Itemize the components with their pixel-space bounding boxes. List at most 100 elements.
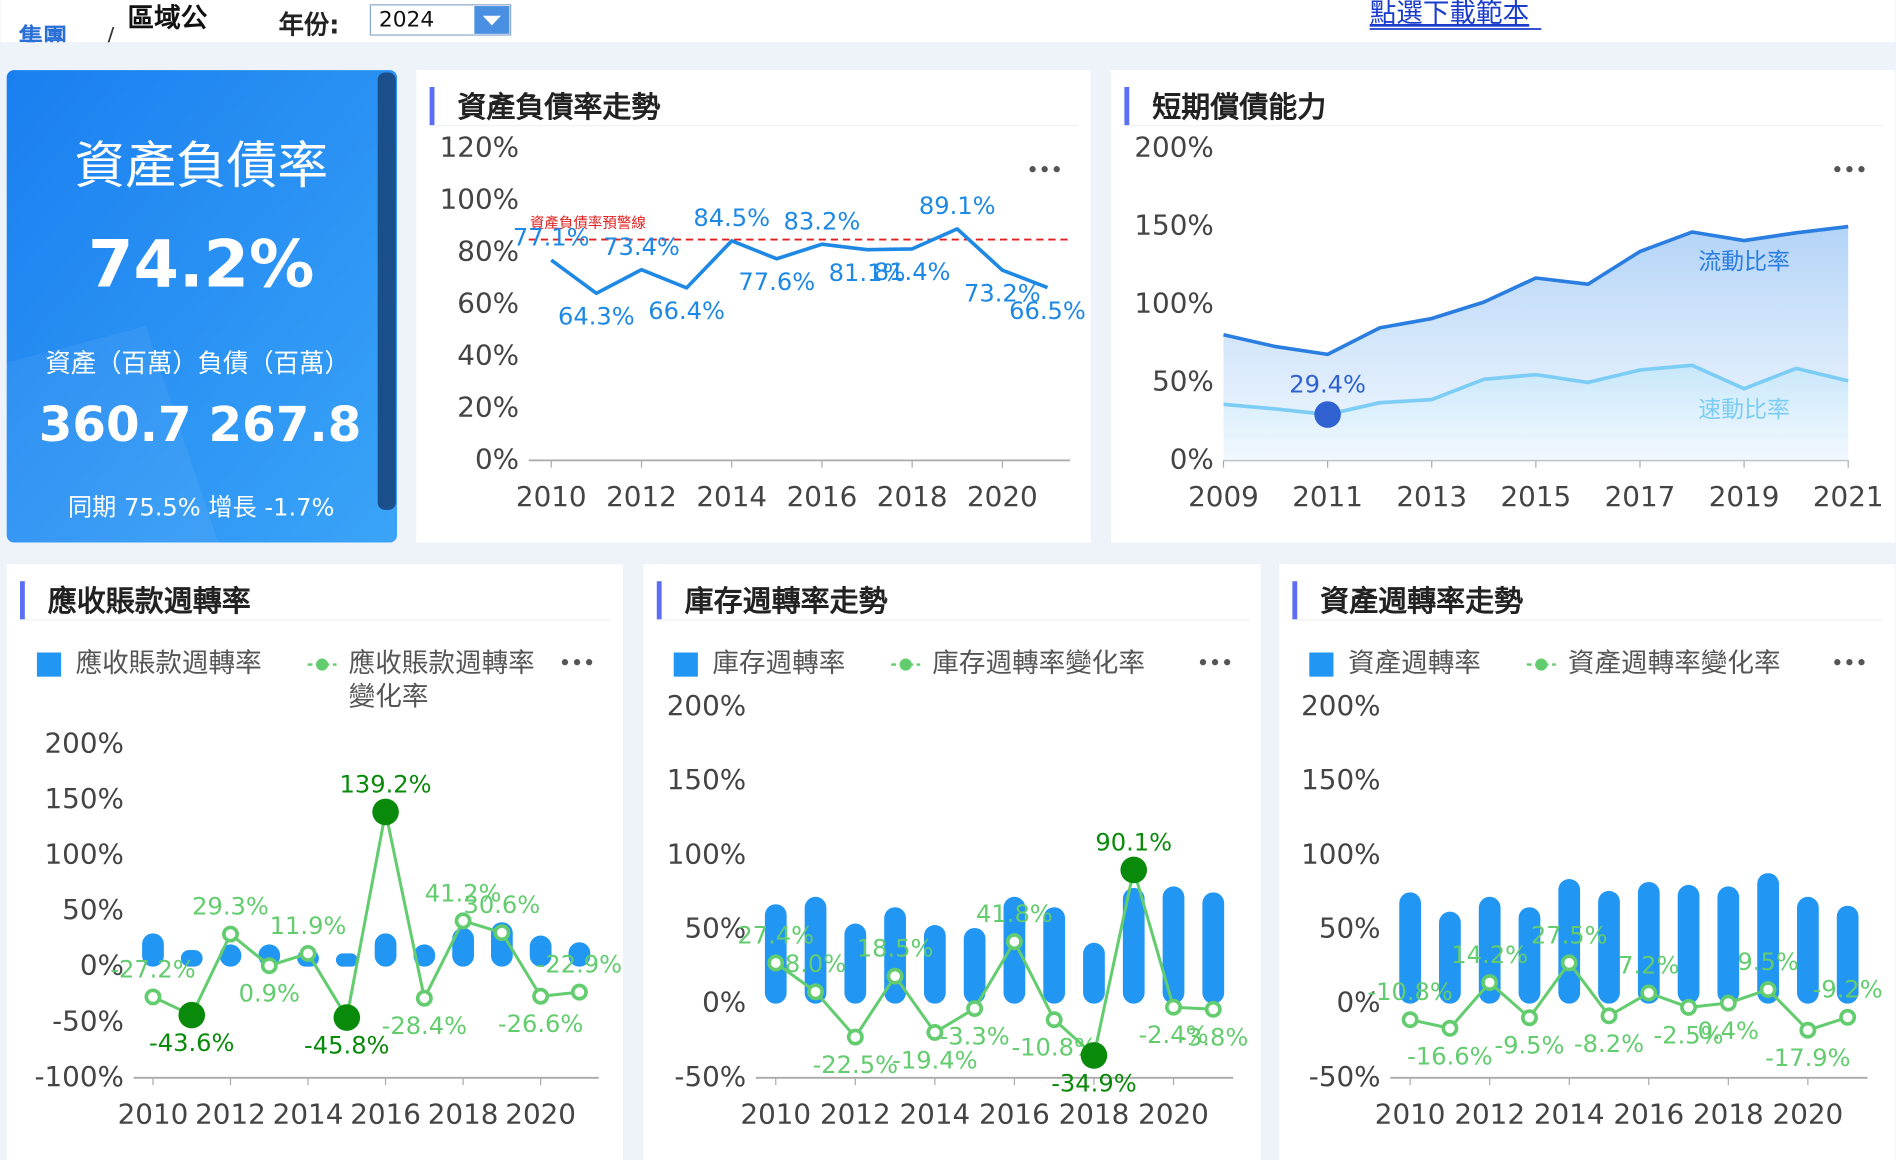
- download-link[interactable]: 點選下載範本: [1370, 0, 1529, 29]
- data-label: 84.5%: [693, 204, 770, 232]
- data-point: [1680, 998, 1698, 1016]
- y-tick-label: -100%: [34, 1060, 123, 1093]
- legend-label: 資產週轉率: [1347, 648, 1481, 680]
- legend-entry: 庫存週轉率變化率: [932, 649, 1145, 679]
- x-tick-label: 2020: [967, 480, 1038, 513]
- data-label: 81.4%: [874, 258, 951, 286]
- x-tick-label: 2018: [1059, 1097, 1130, 1130]
- bar: [1797, 896, 1819, 1004]
- x-tick-label: 2018: [1693, 1097, 1764, 1130]
- data-label: 0.4%: [1698, 1017, 1759, 1045]
- x-tick-label: 2016: [979, 1097, 1050, 1130]
- y-tick-label: 50%: [684, 911, 746, 944]
- header-shadow: [0, 42, 1896, 58]
- kpi-scrollbar[interactable]: [377, 72, 396, 510]
- menu-dot[interactable]: [1211, 659, 1219, 666]
- menu-dot[interactable]: [1834, 659, 1841, 666]
- kpi-assets: 360.7: [39, 397, 192, 453]
- x-tick-label: 2018: [877, 480, 948, 513]
- x-tick-label: 2016: [787, 480, 858, 513]
- data-point: [1521, 1009, 1538, 1027]
- menu-dot[interactable]: [1846, 659, 1853, 666]
- panel-title: 應收賬款週轉率: [48, 584, 251, 618]
- legend-swatch: [673, 652, 698, 677]
- x-tick-label: 2020: [1138, 1097, 1209, 1130]
- y-tick-label: 80%: [457, 235, 519, 268]
- y-tick-label: 0%: [80, 949, 124, 982]
- x-tick-label: 2018: [428, 1097, 499, 1130]
- y-tick-label: 200%: [44, 726, 123, 759]
- menu-dot[interactable]: [1041, 166, 1048, 173]
- bar: [1717, 886, 1740, 1004]
- bar: [1836, 905, 1859, 1004]
- x-tick-label: 2011: [1292, 480, 1363, 513]
- panel: [416, 70, 1091, 543]
- data-label: -22.5%: [813, 1051, 898, 1079]
- y-tick-label: 100%: [667, 837, 746, 870]
- bar: [335, 953, 358, 967]
- x-tick-label: 2014: [273, 1097, 344, 1130]
- bar: [1202, 892, 1225, 1004]
- y-tick-label: 0%: [475, 442, 519, 475]
- data-label: 18.5%: [857, 935, 934, 963]
- bar: [374, 933, 397, 967]
- data-label: 73.2%: [964, 279, 1041, 307]
- menu-dot[interactable]: [1846, 166, 1853, 173]
- series-label: 速動比率: [1698, 397, 1790, 423]
- menu-dot[interactable]: [1199, 659, 1207, 666]
- highlight-point: [178, 1001, 206, 1029]
- bar: [804, 896, 827, 1004]
- menu-dot[interactable]: [1053, 166, 1060, 173]
- breadcrumb-region[interactable]: 區域公: [128, 3, 208, 34]
- y-tick-label: 200%: [1301, 689, 1380, 722]
- bar: [1162, 886, 1185, 1004]
- menu-dot[interactable]: [1858, 659, 1865, 666]
- data-label: 66.5%: [1009, 297, 1086, 325]
- x-tick-label: 2020: [1773, 1097, 1844, 1130]
- x-tick-label: 2021: [1813, 480, 1884, 513]
- y-tick-label: 20%: [457, 390, 519, 423]
- legend-swatch: [36, 652, 62, 677]
- data-point: [1401, 1011, 1419, 1029]
- legend-swatch: [1309, 652, 1334, 677]
- data-point: [1165, 998, 1182, 1016]
- data-label: 11.9%: [270, 912, 347, 940]
- y-tick-label: 200%: [667, 689, 746, 722]
- data-point: [1481, 974, 1499, 992]
- menu-dot[interactable]: [1223, 659, 1231, 666]
- data-label: -22.9%: [537, 951, 622, 979]
- panel-title: 庫存週轉率走勢: [685, 584, 888, 618]
- data-label: -17.9%: [1765, 1044, 1850, 1072]
- legend-entry: 應收賬款週轉率變化率: [349, 649, 535, 713]
- data-label: -3.8%: [1178, 1023, 1248, 1051]
- menu-dot[interactable]: [585, 659, 593, 666]
- legend-swatch: [899, 658, 912, 671]
- legend-entry: 庫存週轉率: [712, 649, 845, 679]
- data-point: [1839, 1008, 1857, 1026]
- y-tick-label: 50%: [1319, 911, 1381, 944]
- bar: [1439, 911, 1461, 1004]
- legend-label: 應收賬款週轉率: [75, 648, 262, 680]
- y-tick-label: 40%: [457, 338, 519, 371]
- year-label: 年份:: [279, 10, 340, 40]
- data-label: -2.4%: [1138, 1021, 1208, 1049]
- data-point: [1045, 1011, 1063, 1029]
- bar: [764, 904, 787, 1004]
- x-tick-label: 2012: [195, 1097, 266, 1130]
- legend-swatch: [316, 658, 329, 671]
- title-accent: [1124, 87, 1130, 126]
- title-accent: [656, 581, 662, 620]
- highlight-point: [1314, 401, 1341, 428]
- menu-dot[interactable]: [1029, 166, 1036, 173]
- menu-dot[interactable]: [561, 659, 569, 666]
- menu-dot[interactable]: [573, 659, 581, 666]
- title-accent: [429, 87, 435, 126]
- menu-dot[interactable]: [1834, 166, 1841, 173]
- menu-dot[interactable]: [1858, 166, 1865, 173]
- panel: [643, 564, 1261, 1160]
- y-tick-label: 200%: [1134, 131, 1213, 164]
- data-point: [846, 1028, 864, 1046]
- kpi-subtitle: 資產（百萬）負債（百萬）: [45, 348, 349, 378]
- data-point: [1560, 954, 1578, 972]
- year-select-value[interactable]: 2024: [379, 8, 434, 33]
